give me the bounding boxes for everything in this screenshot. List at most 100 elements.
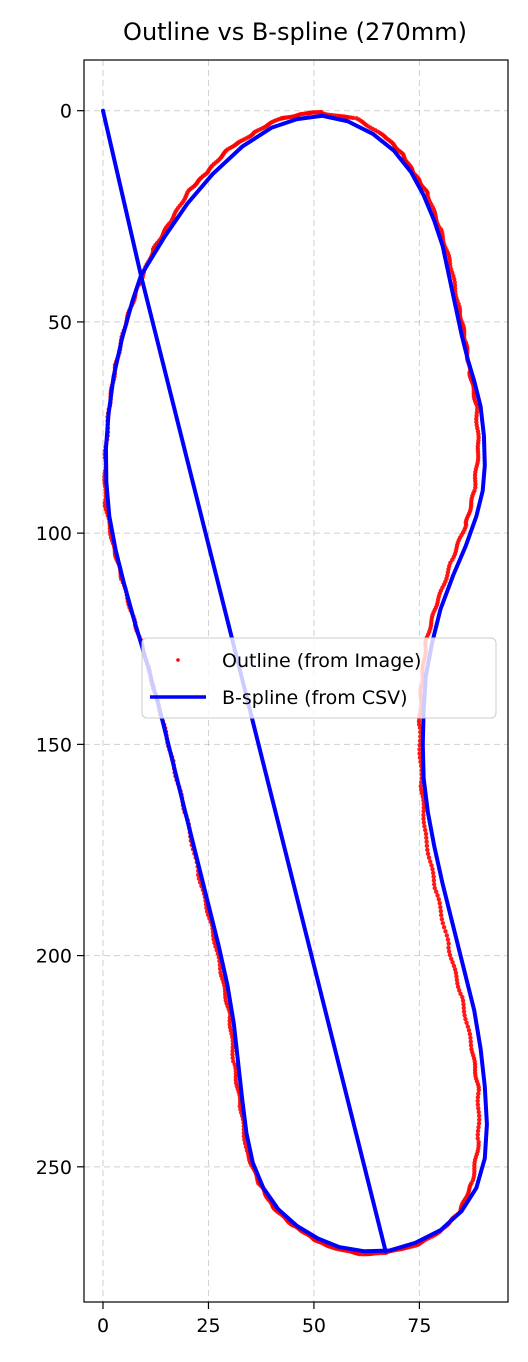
y-tick-label: 250: [36, 1157, 72, 1179]
outline-point: [227, 1025, 233, 1030]
outline-point: [467, 1031, 473, 1037]
outline-point: [423, 831, 429, 837]
outline-point: [424, 843, 430, 849]
outline-point: [416, 719, 422, 724]
outline-point: [418, 783, 423, 789]
outline-point: [476, 1140, 481, 1145]
outline-point: [421, 809, 426, 814]
axes: 0 25 50 75 0 50 100 150 200 250: [36, 101, 432, 1337]
y-tick-label: 100: [36, 523, 72, 545]
outline-point: [461, 1009, 467, 1014]
plot-series: [100, 108, 489, 1257]
outline-point: [476, 1124, 481, 1130]
outline-point: [474, 413, 479, 418]
outline-point: [421, 816, 426, 821]
legend-label-bspline: B-spline (from CSV): [222, 687, 408, 709]
outline-point: [460, 998, 466, 1003]
outline-point: [443, 929, 448, 934]
outline-point: [468, 1043, 474, 1048]
outline-point: [438, 908, 443, 914]
outline-point: [431, 882, 437, 887]
outline-point: [474, 407, 480, 412]
outline-point: [474, 410, 480, 415]
outline-point: [230, 1055, 235, 1061]
outline-point: [227, 1018, 232, 1024]
outline-point: [229, 1031, 234, 1037]
legend-box: [141, 637, 497, 719]
outline-point: [422, 824, 427, 829]
outline-point: [417, 747, 422, 752]
outline-point: [431, 874, 436, 879]
x-tick-label: 75: [407, 1315, 431, 1337]
outline-point: [474, 416, 479, 422]
outline-point: [217, 966, 223, 971]
outline-point: [475, 1132, 480, 1137]
outline-point: [425, 851, 431, 856]
outline-point: [455, 984, 461, 990]
outline-point: [417, 755, 423, 760]
outline-point: [102, 503, 108, 509]
outline-point: [230, 1048, 235, 1054]
outline-point: [475, 1095, 481, 1100]
outline-point: [319, 110, 324, 115]
outline-point: [476, 1106, 481, 1111]
outline-point: [242, 1137, 247, 1143]
outline-point: [440, 920, 446, 926]
outline-point: [461, 1005, 466, 1011]
outline-point: [218, 970, 223, 975]
x-tick-label: 50: [302, 1315, 326, 1337]
outline-point: [476, 1113, 482, 1119]
outline-point: [242, 1141, 248, 1146]
outline-point: [431, 878, 437, 883]
outline-point: [446, 941, 451, 946]
outline-point: [464, 1020, 469, 1025]
x-tick-label: 25: [196, 1315, 220, 1337]
outline-point: [462, 1013, 467, 1018]
outline-point: [445, 937, 451, 942]
outline-point: [227, 1021, 232, 1027]
outline-point: [444, 933, 450, 938]
outline-point: [233, 1071, 239, 1077]
outline-point: [476, 1091, 481, 1096]
outline-point: [457, 988, 462, 993]
outline-point: [465, 1024, 471, 1029]
outline-point: [475, 1098, 480, 1104]
outline-point: [231, 1059, 236, 1064]
outline-point: [102, 500, 108, 506]
outline-point: [219, 973, 224, 979]
outline-point: [473, 482, 478, 487]
outline-point: [436, 897, 441, 902]
outline-point: [426, 855, 432, 860]
outline-point: [212, 940, 217, 945]
outline-point: [429, 863, 434, 868]
outline-point: [233, 1074, 239, 1080]
outline-point: [472, 472, 478, 478]
outline-point: [419, 787, 424, 792]
outline-point: [432, 885, 437, 891]
bspline-line: [100, 108, 489, 1254]
outline-point: [435, 893, 440, 898]
y-tick-label: 0: [60, 101, 72, 123]
outline-point: [430, 866, 435, 872]
outline-point: [460, 994, 465, 1000]
outline-point: [447, 952, 453, 958]
outline-point: [438, 904, 443, 910]
x-tick-label: 0: [97, 1315, 109, 1337]
outline-point: [449, 956, 454, 961]
legend-marker-outline: [176, 658, 180, 662]
outline-point: [476, 1109, 481, 1115]
outline-point: [451, 963, 457, 969]
outline-point: [455, 981, 460, 986]
outline-point: [232, 1062, 237, 1067]
outline-point: [446, 945, 451, 950]
outline-point: [417, 751, 422, 756]
outline-point: [423, 827, 428, 833]
outline-point: [431, 870, 436, 876]
outline-point: [475, 1128, 481, 1134]
outline-point: [473, 485, 478, 490]
outline-point: [428, 859, 433, 864]
legend: Outline (from Image) B-spline (from CSV): [141, 637, 497, 719]
outline-point: [454, 977, 460, 983]
outline-point: [439, 912, 444, 918]
outline-point: [475, 1102, 481, 1107]
